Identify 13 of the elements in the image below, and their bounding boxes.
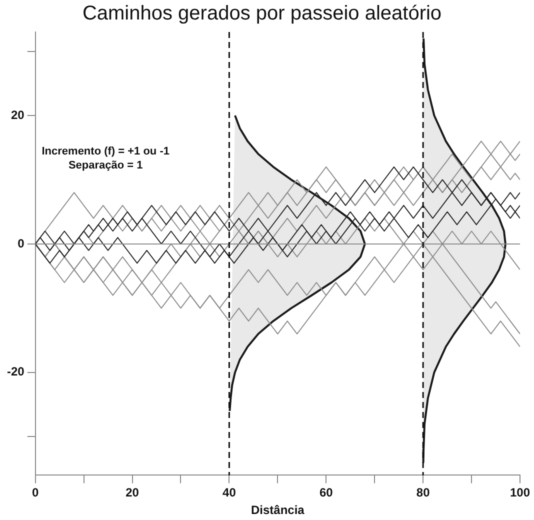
x-tick-label: 60 (319, 486, 334, 500)
annotation: Separação = 1 (68, 160, 143, 172)
y-tick-label: 0 (18, 236, 25, 250)
x-axis-title: Distância (250, 503, 305, 518)
x-tick-label: 40 (222, 486, 236, 500)
x-tick-label: 100 (510, 486, 530, 500)
x-tick-label: 80 (416, 486, 430, 500)
chart-title: Caminhos gerados por passeio aleatório (82, 2, 442, 25)
annotation: Incremento (f) = +1 ou -1 (42, 146, 170, 158)
y-tick-label: 20 (10, 108, 25, 122)
x-tick-label: 20 (126, 486, 140, 500)
x-tick-label: 0 (32, 486, 39, 500)
y-tick-label: -20 (7, 364, 25, 379)
